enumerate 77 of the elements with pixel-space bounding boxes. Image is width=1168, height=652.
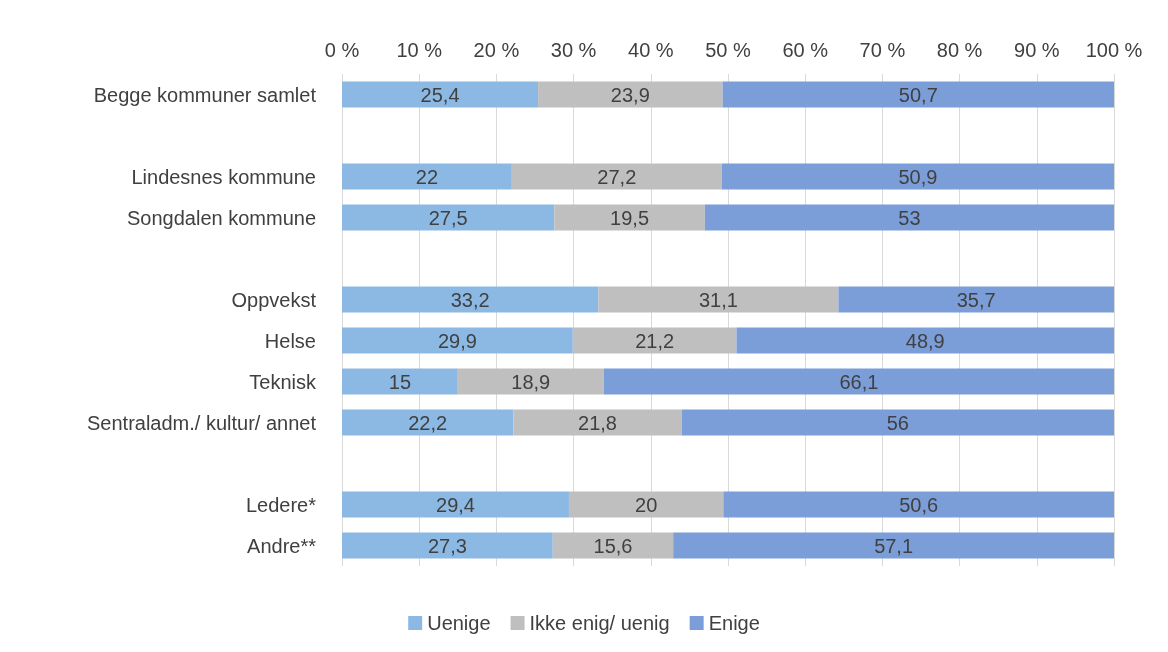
data-label: 29,4 <box>436 493 475 516</box>
bar <box>457 368 604 395</box>
bar <box>554 204 705 231</box>
data-label: 27,2 <box>597 165 637 188</box>
y-tick-label: Begge kommuner samlet <box>93 83 317 106</box>
data-label: 56 <box>886 411 909 434</box>
x-tick-label: 40 % <box>628 39 674 61</box>
bar <box>342 327 573 354</box>
x-tick-label: 50 % <box>705 39 752 61</box>
data-label: 66,1 <box>839 370 879 393</box>
data-label: 27,5 <box>428 206 468 229</box>
y-tick-label: Oppvekst <box>231 288 317 311</box>
data-label: 25,4 <box>420 83 460 106</box>
x-tick-label: 90 % <box>1014 39 1060 61</box>
x-tick-label: 60 % <box>782 39 829 61</box>
data-label: 20 <box>635 493 658 516</box>
data-label: 35,7 <box>956 288 996 311</box>
data-label: 48,9 <box>905 329 945 352</box>
bar <box>721 163 1114 190</box>
bar <box>704 204 1114 231</box>
data-label: 22 <box>415 165 439 188</box>
data-label: 31,1 <box>698 288 738 311</box>
legend-label: Enige <box>708 612 760 634</box>
bar <box>838 286 1114 313</box>
y-tick-label: Helse <box>264 329 316 352</box>
bar <box>538 81 723 108</box>
data-label: 50,9 <box>898 165 938 188</box>
y-tick-label: Teknisk <box>249 370 317 393</box>
data-label: 15,6 <box>593 534 633 557</box>
bar <box>722 81 1114 108</box>
data-label: 29,9 <box>437 329 477 352</box>
bar <box>342 204 555 231</box>
y-tick-label: Lindesnes kommune <box>131 165 316 188</box>
data-label: 23,9 <box>610 83 650 106</box>
x-tick-label: 10 % <box>396 39 443 61</box>
bar <box>681 409 1114 436</box>
bar <box>603 368 1114 395</box>
bar <box>736 327 1114 354</box>
bar <box>342 409 514 436</box>
x-tick-label: 20 % <box>473 39 520 61</box>
bar <box>342 491 569 518</box>
bar <box>511 163 722 190</box>
data-label: 15 <box>388 370 412 393</box>
bar <box>342 286 599 313</box>
data-label: 50,7 <box>898 83 938 106</box>
x-tick-label: 0 % <box>324 39 360 61</box>
bar <box>342 81 539 108</box>
legend-label: Uenige <box>427 612 491 634</box>
data-label: 18,9 <box>511 370 551 393</box>
y-tick-label: Andre** <box>247 534 317 557</box>
bar <box>552 532 674 559</box>
bar <box>572 327 737 354</box>
data-label: 21,2 <box>635 329 675 352</box>
data-label: 27,3 <box>427 534 467 557</box>
bar <box>342 163 512 190</box>
y-tick-label: Songdalen kommune <box>126 206 316 229</box>
x-tick-label: 70 % <box>859 39 906 61</box>
data-label: 19,5 <box>610 206 650 229</box>
bar <box>723 491 1114 518</box>
data-label: 57,1 <box>874 534 914 557</box>
data-label: 22,2 <box>408 411 448 434</box>
data-label: 21,8 <box>578 411 617 434</box>
data-label: 50,6 <box>899 493 939 516</box>
bar <box>342 532 553 559</box>
y-tick-label: Sentraladm./ kultur/ annet <box>86 411 317 434</box>
bar <box>342 368 458 395</box>
data-label: 53 <box>898 206 921 229</box>
bar <box>673 532 1114 559</box>
data-label: 33,2 <box>450 288 490 311</box>
x-tick-label: 100 % <box>1085 39 1143 61</box>
bar <box>513 409 682 436</box>
x-tick-label: 30 % <box>550 39 597 61</box>
legend-label: Ikke enig/ uenig <box>529 612 670 634</box>
y-tick-label: Ledere* <box>245 493 317 516</box>
x-tick-label: 80 % <box>936 39 983 61</box>
bar <box>568 491 724 518</box>
bar <box>598 286 839 313</box>
